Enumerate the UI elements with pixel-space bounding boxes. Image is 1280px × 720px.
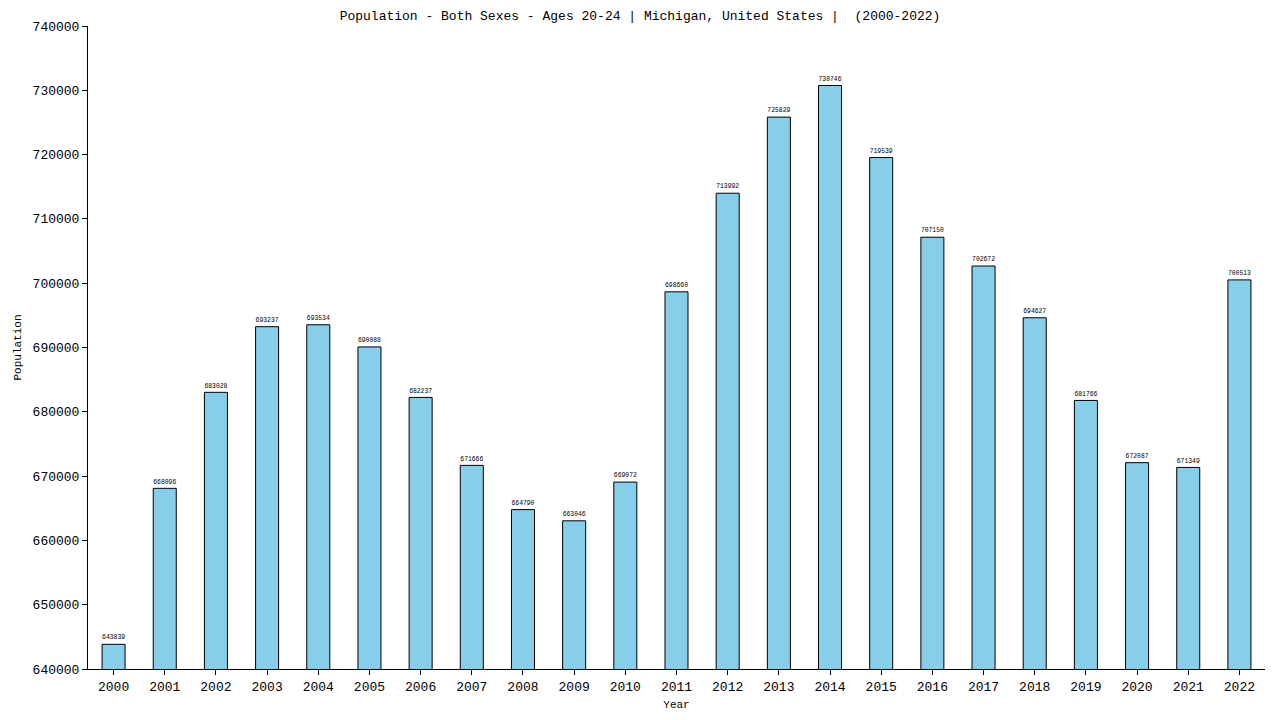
svg-text:2020: 2020 [1121, 680, 1152, 695]
svg-text:Year: Year [663, 699, 689, 711]
svg-text:664790: 664790 [511, 500, 534, 507]
svg-text:693534: 693534 [307, 315, 330, 322]
svg-text:643839: 643839 [102, 634, 125, 641]
svg-text:2014: 2014 [814, 680, 845, 695]
svg-text:2000: 2000 [98, 680, 129, 695]
svg-text:2018: 2018 [1019, 680, 1050, 695]
svg-text:2015: 2015 [866, 680, 897, 695]
svg-text:690088: 690088 [358, 337, 381, 344]
svg-text:Population: Population [12, 314, 24, 380]
svg-text:720000: 720000 [33, 148, 80, 163]
svg-text:671349: 671349 [1177, 458, 1200, 465]
svg-text:702672: 702672 [972, 256, 995, 263]
svg-text:669072: 669072 [614, 472, 637, 479]
svg-text:2007: 2007 [456, 680, 487, 695]
svg-text:683028: 683028 [204, 383, 227, 390]
svg-text:2017: 2017 [968, 680, 999, 695]
svg-text:2008: 2008 [507, 680, 538, 695]
svg-text:2004: 2004 [303, 680, 334, 695]
svg-text:663046: 663046 [563, 511, 586, 518]
svg-text:693237: 693237 [256, 317, 279, 324]
svg-text:2013: 2013 [763, 680, 794, 695]
svg-text:660000: 660000 [33, 534, 80, 549]
svg-text:2012: 2012 [712, 680, 743, 695]
svg-text:681766: 681766 [1074, 391, 1097, 398]
svg-text:2019: 2019 [1070, 680, 1101, 695]
svg-text:2021: 2021 [1173, 680, 1204, 695]
svg-text:725829: 725829 [767, 107, 790, 114]
svg-text:682237: 682237 [409, 388, 432, 395]
svg-text:2010: 2010 [610, 680, 641, 695]
svg-text:700513: 700513 [1228, 270, 1251, 277]
svg-text:670000: 670000 [33, 470, 80, 485]
svg-text:713992: 713992 [716, 183, 739, 190]
svg-text:2003: 2003 [252, 680, 283, 695]
svg-text:2022: 2022 [1224, 680, 1255, 695]
svg-text:2006: 2006 [405, 680, 436, 695]
svg-text:680000: 680000 [33, 405, 80, 420]
svg-text:668096: 668096 [153, 479, 176, 486]
svg-text:710000: 710000 [33, 212, 80, 227]
svg-text:694627: 694627 [1023, 308, 1046, 315]
svg-text:672087: 672087 [1126, 453, 1149, 460]
svg-text:730000: 730000 [33, 84, 80, 99]
svg-text:Population - Both Sexes - Ages: Population - Both Sexes - Ages 20-24 | M… [340, 9, 941, 24]
svg-text:650000: 650000 [33, 598, 80, 613]
svg-text:730746: 730746 [819, 76, 842, 83]
svg-text:698660: 698660 [665, 282, 688, 289]
svg-text:2005: 2005 [354, 680, 385, 695]
svg-text:690000: 690000 [33, 341, 80, 356]
svg-text:2009: 2009 [559, 680, 590, 695]
svg-text:700000: 700000 [33, 277, 80, 292]
svg-text:2016: 2016 [917, 680, 948, 695]
svg-text:640000: 640000 [33, 663, 80, 678]
svg-text:2011: 2011 [661, 680, 692, 695]
svg-text:707150: 707150 [921, 227, 944, 234]
svg-text:671666: 671666 [460, 456, 483, 463]
svg-text:719539: 719539 [870, 148, 893, 155]
svg-text:2001: 2001 [149, 680, 180, 695]
svg-text:2002: 2002 [200, 680, 231, 695]
svg-text:740000: 740000 [33, 20, 80, 35]
